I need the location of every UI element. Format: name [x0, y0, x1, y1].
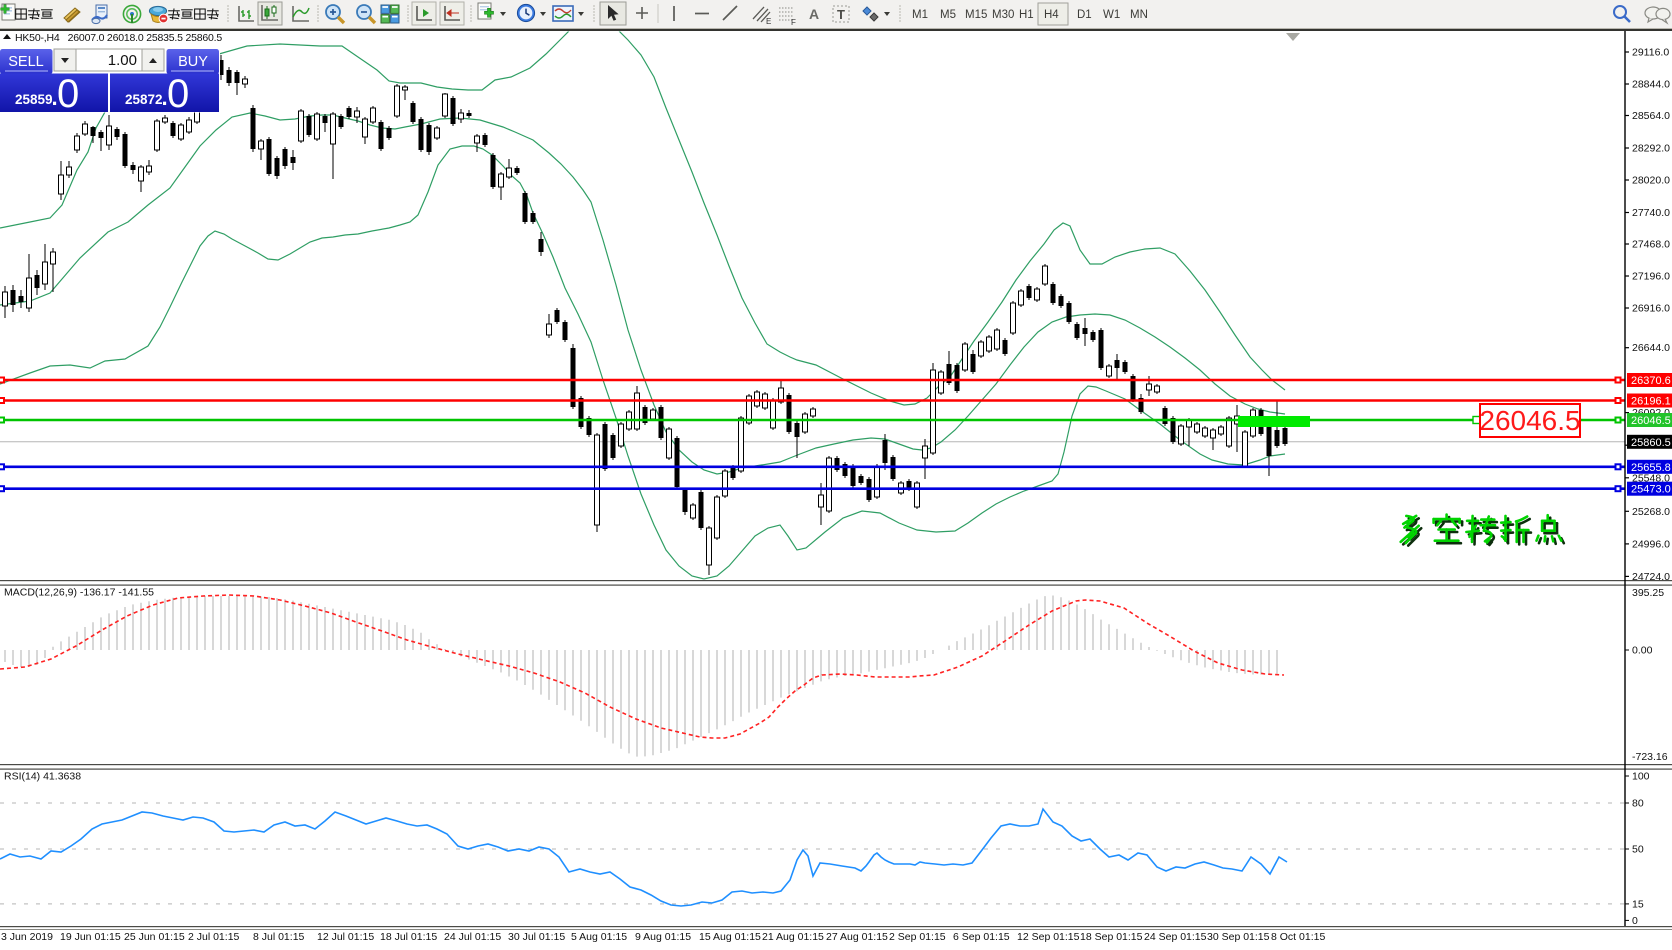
svg-text:A: A	[809, 6, 819, 22]
svg-text:27196.0: 27196.0	[1632, 271, 1670, 283]
svg-text:H4: H4	[1044, 9, 1059, 21]
svg-text:18 Sep 01:15: 18 Sep 01:15	[1080, 931, 1143, 943]
svg-text:M30: M30	[992, 9, 1014, 21]
svg-text:0.00: 0.00	[1632, 645, 1653, 657]
svg-text:F: F	[791, 18, 796, 27]
svg-text:24996.0: 24996.0	[1632, 538, 1670, 550]
svg-text:28844.0: 28844.0	[1632, 79, 1670, 91]
svg-text:100: 100	[1632, 771, 1650, 783]
svg-text:25859: 25859	[15, 92, 53, 107]
svg-text:24 Sep 01:15: 24 Sep 01:15	[1144, 931, 1207, 943]
svg-text:5 Aug 01:15: 5 Aug 01:15	[571, 931, 627, 943]
svg-text:25860.5: 25860.5	[1631, 437, 1671, 449]
svg-text:MN: MN	[1130, 9, 1148, 21]
svg-text:2 Sep 01:15: 2 Sep 01:15	[889, 931, 946, 943]
svg-text:25473.0: 25473.0	[1631, 484, 1671, 496]
svg-text:19 Jun 01:15: 19 Jun 01:15	[60, 931, 121, 943]
svg-text:18 Jul 01:15: 18 Jul 01:15	[380, 931, 437, 943]
svg-text:T: T	[837, 7, 845, 22]
svg-text:0: 0	[167, 72, 189, 116]
svg-text:SELL: SELL	[8, 54, 43, 70]
svg-text:29116.0: 29116.0	[1632, 47, 1669, 59]
svg-text:0: 0	[57, 72, 79, 116]
svg-text:8 Oct 01:15: 8 Oct 01:15	[1271, 931, 1325, 943]
svg-text:HK50-,H4 26007.0 26018.0 258: HK50-,H4 26007.0 26018.0 25835.5 25860.5	[15, 32, 222, 44]
svg-text:25655.8: 25655.8	[1631, 462, 1671, 474]
svg-text:27468.0: 27468.0	[1632, 239, 1670, 251]
svg-text:25872: 25872	[125, 92, 163, 107]
svg-text:M1: M1	[912, 9, 928, 21]
svg-text:21 Aug 01:15: 21 Aug 01:15	[762, 931, 824, 943]
svg-text:26370.6: 26370.6	[1631, 375, 1671, 387]
svg-text:24 Jul 01:15: 24 Jul 01:15	[444, 931, 501, 943]
svg-text:1.00: 1.00	[108, 52, 137, 69]
svg-text:26196.1: 26196.1	[1631, 396, 1671, 408]
svg-text:27740.0: 27740.0	[1632, 207, 1670, 219]
svg-text:28020.0: 28020.0	[1632, 175, 1670, 187]
svg-text:25268.0: 25268.0	[1632, 506, 1670, 518]
svg-text:12 Jul 01:15: 12 Jul 01:15	[317, 931, 374, 943]
svg-text:24724.0: 24724.0	[1632, 571, 1670, 583]
svg-text:H1: H1	[1019, 9, 1034, 21]
svg-text:M5: M5	[940, 9, 956, 21]
svg-text:26916.0: 26916.0	[1632, 303, 1670, 315]
svg-text:D1: D1	[1077, 9, 1092, 21]
svg-text:0: 0	[1632, 915, 1638, 927]
svg-text:15: 15	[1632, 898, 1644, 910]
svg-text:W1: W1	[1103, 9, 1120, 21]
svg-text:8 Jul 01:15: 8 Jul 01:15	[253, 931, 305, 943]
svg-text:.: .	[52, 85, 58, 110]
svg-text:30 Jul 01:15: 30 Jul 01:15	[508, 931, 565, 943]
svg-text:12 Sep 01:15: 12 Sep 01:15	[1017, 931, 1080, 943]
svg-text:2 Jul 01:15: 2 Jul 01:15	[188, 931, 240, 943]
svg-text:26046.5: 26046.5	[1631, 415, 1671, 427]
svg-text:25548.0: 25548.0	[1632, 472, 1670, 484]
svg-text:15 Aug 01:15: 15 Aug 01:15	[699, 931, 761, 943]
svg-text:E: E	[766, 17, 771, 26]
svg-text:27 Aug 01:15: 27 Aug 01:15	[826, 931, 888, 943]
svg-text:30 Sep 01:15: 30 Sep 01:15	[1207, 931, 1270, 943]
svg-text:80: 80	[1632, 798, 1644, 810]
svg-text:M15: M15	[965, 9, 987, 21]
svg-text:RSI(14) 41.3638: RSI(14) 41.3638	[4, 771, 81, 783]
svg-text:MACD(12,26,9) -136.17 -141.55: MACD(12,26,9) -136.17 -141.55	[4, 587, 154, 599]
svg-text:BUY: BUY	[178, 54, 208, 70]
svg-text:50: 50	[1632, 844, 1644, 856]
svg-text:26046.5: 26046.5	[1479, 405, 1580, 436]
svg-text:-723.16: -723.16	[1632, 751, 1668, 763]
svg-text:.: .	[162, 85, 168, 110]
svg-text:25 Jun 01:15: 25 Jun 01:15	[124, 931, 185, 943]
svg-text:28292.0: 28292.0	[1632, 143, 1670, 155]
svg-text:3 Jun 2019: 3 Jun 2019	[1, 931, 53, 943]
svg-text:28564.0: 28564.0	[1632, 110, 1670, 122]
svg-text:6 Sep 01:15: 6 Sep 01:15	[953, 931, 1010, 943]
svg-text:9 Aug 01:15: 9 Aug 01:15	[635, 931, 691, 943]
svg-text:26644.0: 26644.0	[1632, 342, 1670, 354]
svg-text:395.25: 395.25	[1632, 587, 1664, 599]
